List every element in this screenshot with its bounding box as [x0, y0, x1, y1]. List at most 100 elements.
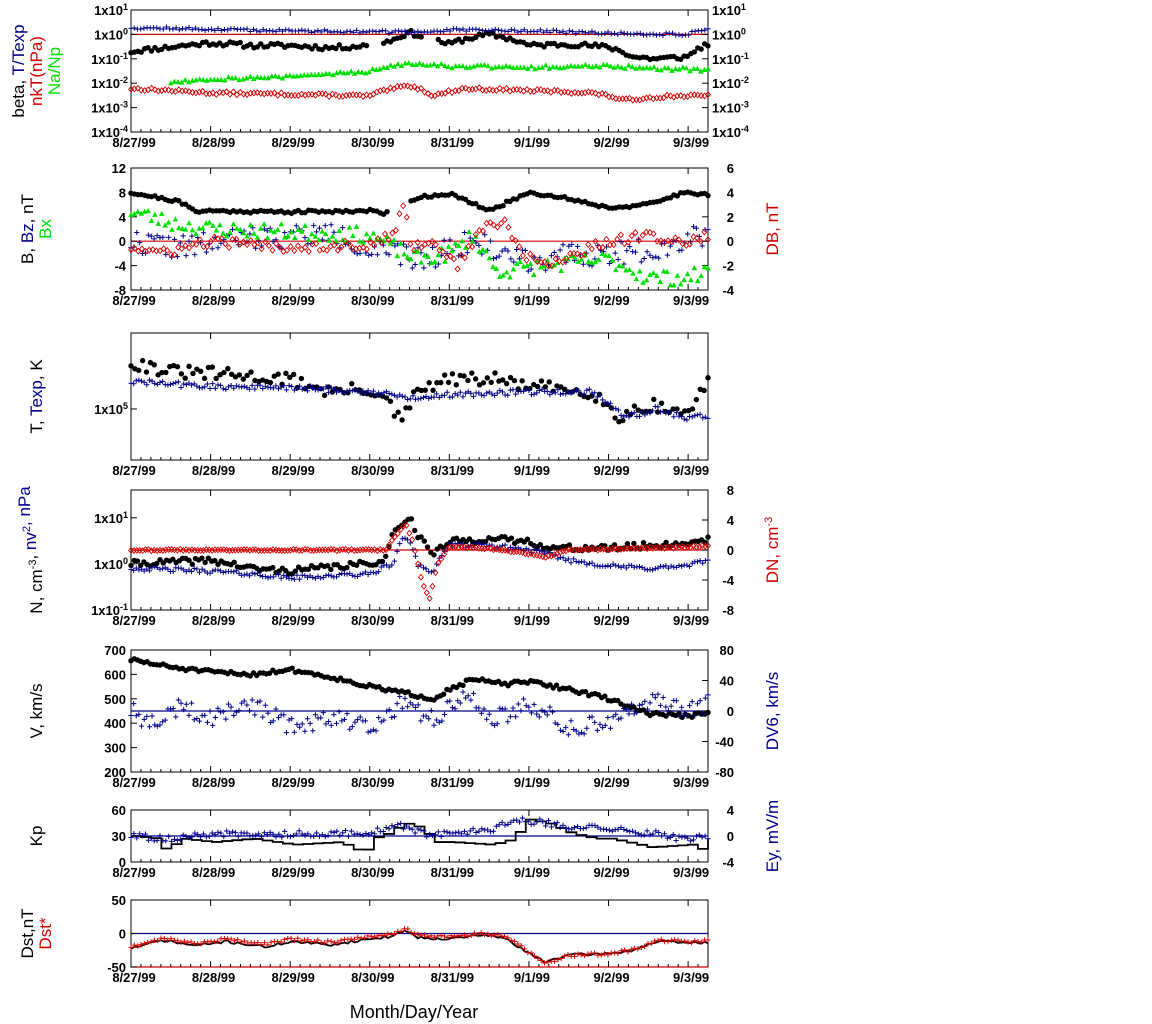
data-point — [405, 704, 411, 710]
data-point — [238, 939, 244, 945]
data-point — [636, 413, 643, 420]
data-point — [146, 724, 153, 730]
data-point — [569, 826, 575, 832]
data-point — [431, 722, 437, 728]
data-point — [337, 69, 344, 75]
data-point — [209, 89, 216, 97]
data-point — [342, 237, 349, 245]
data-point — [316, 833, 323, 839]
series-db — [128, 202, 711, 273]
y-right-tick-label: 1x10-3 — [712, 100, 749, 116]
data-point — [665, 237, 672, 245]
data-point — [685, 939, 691, 945]
data-point — [381, 932, 388, 938]
data-point — [335, 939, 341, 945]
data-point — [283, 370, 289, 377]
series-v — [128, 656, 711, 721]
data-point — [188, 700, 195, 706]
data-point — [163, 24, 170, 30]
data-point — [288, 229, 295, 235]
panel-beta-ratios: 8/27/99 8/28/99 8/29/99 8/30/99 8/31/99 9/1/9… — [9, 2, 749, 150]
data-point — [240, 230, 247, 236]
data-point — [628, 946, 634, 952]
data-point — [337, 29, 344, 35]
data-point — [449, 371, 456, 377]
data-point — [310, 574, 316, 581]
data-point — [476, 242, 482, 249]
data-point — [302, 385, 308, 391]
data-point — [697, 411, 703, 417]
data-point — [705, 937, 711, 943]
data-point — [592, 719, 598, 725]
data-point — [148, 217, 155, 224]
data-point — [676, 543, 682, 551]
data-point — [499, 819, 505, 825]
data-point — [209, 364, 216, 370]
data-point — [220, 230, 226, 236]
data-point — [600, 61, 607, 67]
data-point — [340, 830, 346, 836]
data-point — [460, 682, 466, 689]
data-point — [348, 828, 354, 834]
data-point — [167, 706, 174, 712]
data-point — [178, 939, 184, 945]
data-point — [131, 567, 137, 573]
data-point — [602, 399, 608, 405]
data-point — [166, 234, 172, 240]
data-point — [490, 221, 497, 229]
data-point — [421, 252, 428, 258]
data-point — [175, 938, 181, 944]
data-point — [456, 253, 462, 259]
data-point — [199, 26, 205, 32]
data-point — [459, 39, 465, 45]
y-left-tick-label: 500 — [104, 692, 126, 707]
data-point — [329, 90, 336, 98]
data-point — [136, 367, 142, 373]
data-point — [569, 241, 575, 248]
data-point — [598, 952, 604, 958]
data-point — [581, 251, 588, 259]
data-point — [592, 259, 599, 265]
data-point — [336, 42, 342, 48]
data-point — [386, 707, 392, 713]
data-point — [387, 62, 394, 68]
data-point — [261, 221, 267, 227]
data-point — [510, 64, 517, 70]
data-point — [291, 387, 297, 393]
data-point — [434, 717, 440, 723]
data-point — [139, 547, 146, 555]
y-left-tick-label: 1x10-1 — [91, 51, 128, 67]
data-point — [207, 76, 214, 82]
data-point — [397, 525, 404, 533]
data-point — [138, 26, 144, 32]
data-point — [279, 834, 285, 840]
data-point — [702, 833, 708, 839]
data-point — [463, 695, 469, 701]
data-point — [565, 952, 571, 958]
data-point — [363, 231, 370, 237]
data-point — [538, 378, 545, 384]
data-point — [705, 26, 711, 32]
data-point — [365, 387, 371, 394]
y-left-axis-label-row: beta, T/Texp — [9, 24, 28, 117]
data-point — [363, 42, 370, 49]
data-point — [385, 931, 391, 937]
data-point — [415, 702, 421, 708]
data-point — [457, 389, 463, 395]
data-point — [413, 61, 419, 68]
data-point — [415, 931, 421, 937]
data-point — [177, 545, 184, 553]
data-point — [677, 281, 684, 287]
data-point — [175, 78, 181, 85]
data-point — [188, 568, 195, 575]
series-dv6 — [128, 689, 711, 738]
series-bx — [128, 207, 711, 288]
data-point — [225, 701, 232, 707]
data-point — [403, 521, 410, 529]
data-point — [657, 31, 663, 38]
data-point — [182, 242, 189, 250]
data-point — [392, 824, 398, 830]
x-tick-label: 8/30/99 — [351, 775, 394, 790]
data-point — [618, 239, 624, 245]
data-point — [418, 395, 424, 402]
